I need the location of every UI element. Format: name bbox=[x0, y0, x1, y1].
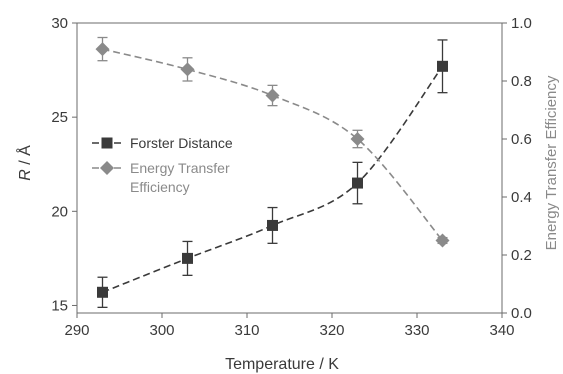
plot-frame bbox=[76, 22, 503, 314]
y-axis-left-title: R / Å bbox=[15, 145, 34, 181]
data-point bbox=[437, 60, 448, 72]
legend: Forster Distance Energy Transfer Efficienc… bbox=[92, 135, 233, 195]
x-tick-label: 310 bbox=[234, 322, 259, 339]
y-left-tick-label: 15 bbox=[51, 297, 68, 314]
series-1 bbox=[97, 39, 448, 309]
data-point bbox=[180, 62, 195, 77]
y-right-tick-label: 0.6 bbox=[511, 131, 532, 148]
y-right-tick-label: 0.2 bbox=[511, 247, 532, 264]
data-point bbox=[435, 233, 450, 248]
y-left-tick-label: 25 bbox=[51, 109, 68, 126]
y-right-tick-label: 1.0 bbox=[511, 15, 532, 32]
y-right-tick-label: 0.4 bbox=[511, 189, 532, 206]
x-tick-label: 290 bbox=[64, 322, 89, 339]
data-point bbox=[350, 132, 365, 146]
data-point bbox=[97, 286, 108, 298]
y-left-tick-label: 20 bbox=[51, 203, 68, 220]
plot-border bbox=[76, 22, 503, 314]
legend-entry-1: Forster Distance bbox=[92, 135, 233, 151]
y-axis-left-title-symbol: R bbox=[17, 169, 34, 181]
legend-label: Energy Transfer bbox=[130, 160, 230, 176]
y-axis-right: 0.0 0.2 0.4 0.6 0.8 1.0 bbox=[502, 15, 532, 322]
data-point bbox=[95, 42, 110, 57]
legend-label: Forster Distance bbox=[130, 135, 233, 151]
x-tick-label: 340 bbox=[489, 322, 514, 339]
x-tick-label: 330 bbox=[404, 322, 429, 339]
x-tick-label: 300 bbox=[149, 322, 174, 339]
series-layer bbox=[95, 36, 450, 309]
data-point bbox=[182, 252, 193, 264]
series-2 bbox=[95, 36, 450, 248]
y-axis-left-title-unit: / Å bbox=[15, 145, 34, 169]
data-point bbox=[265, 88, 280, 103]
y-left-tick-label: 30 bbox=[51, 15, 68, 32]
x-axis-title: Temperature / K bbox=[225, 356, 339, 373]
y-right-tick-label: 0.0 bbox=[511, 305, 532, 322]
legend-marker bbox=[101, 137, 113, 149]
legend-marker bbox=[100, 161, 114, 175]
data-point bbox=[352, 177, 363, 189]
x-tick-label: 320 bbox=[319, 322, 344, 339]
y-axis-right-title: Energy Transfer Efficiency bbox=[543, 75, 560, 250]
legend-entry-2: Energy Transfer Efficiency bbox=[92, 160, 230, 195]
data-point bbox=[267, 219, 278, 231]
y-right-tick-label: 0.8 bbox=[511, 73, 532, 90]
y-axis-left: 15 20 25 30 bbox=[51, 15, 77, 314]
legend-label: Efficiency bbox=[130, 179, 190, 195]
x-axis: 290 300 310 320 330 340 bbox=[64, 313, 515, 339]
